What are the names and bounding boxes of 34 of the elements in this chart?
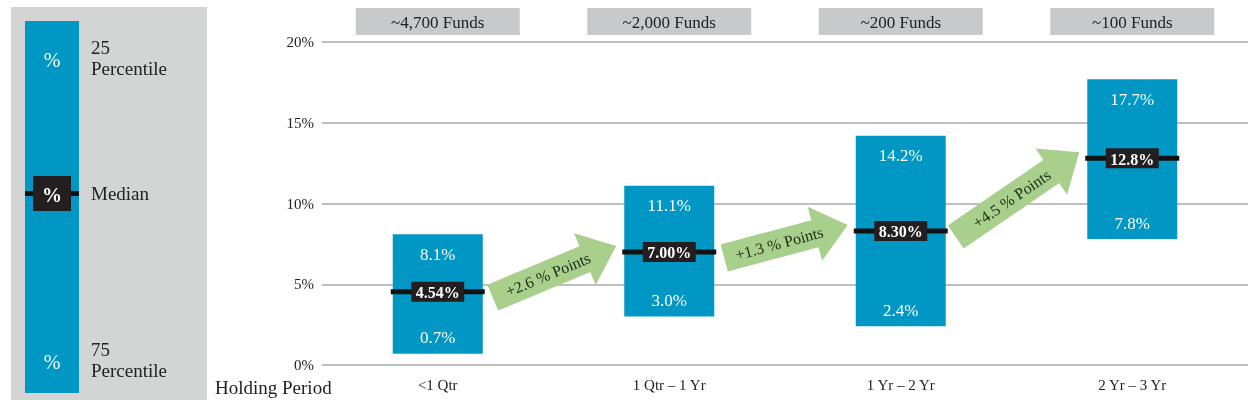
text: Median xyxy=(91,182,150,204)
text: % xyxy=(43,49,61,71)
text: 25 Percentile xyxy=(91,37,167,79)
text: ~200 Funds xyxy=(860,12,942,32)
text: 0.7% xyxy=(420,328,456,348)
x-axis-title: Holding Period xyxy=(215,376,333,398)
text: 14.2% xyxy=(878,146,923,166)
y-tick-label: 0% xyxy=(294,357,314,373)
text: 75 Percentile xyxy=(91,339,167,381)
text: 2.4% xyxy=(883,300,919,320)
x-tick-label: 2 Yr – 3 Yr xyxy=(1098,376,1167,393)
text: 8.1% xyxy=(420,244,456,264)
text: 17.7% xyxy=(1110,89,1155,109)
y-tick-label: 15% xyxy=(286,114,314,131)
text: ~2,000 Funds xyxy=(622,12,716,32)
x-tick-label: 1 Qtr – 1 Yr xyxy=(632,376,706,393)
text: ~100 Funds xyxy=(1091,12,1173,32)
y-tick-label: 10% xyxy=(286,195,314,212)
text: 3.0% xyxy=(651,291,687,311)
text: % xyxy=(43,351,61,373)
text: 8.30% xyxy=(878,223,923,241)
x-tick-label: <1 Qtr xyxy=(417,376,458,393)
annotation: +1.3 % Points xyxy=(733,223,826,264)
y-tick-label: 5% xyxy=(294,276,314,293)
text: 7.00% xyxy=(647,244,692,262)
text: 11.1% xyxy=(647,196,691,216)
y-tick-label: 20% xyxy=(286,34,314,50)
text: 4.54% xyxy=(415,284,460,302)
text: % xyxy=(42,184,62,206)
annotation: +2.6 % Points xyxy=(503,249,593,300)
text: 7.8% xyxy=(1114,213,1150,233)
text: ~4,700 Funds xyxy=(391,12,485,32)
x-tick-label: 1 Yr – 2 Yr xyxy=(866,376,935,393)
text: 12.8% xyxy=(1110,150,1155,168)
